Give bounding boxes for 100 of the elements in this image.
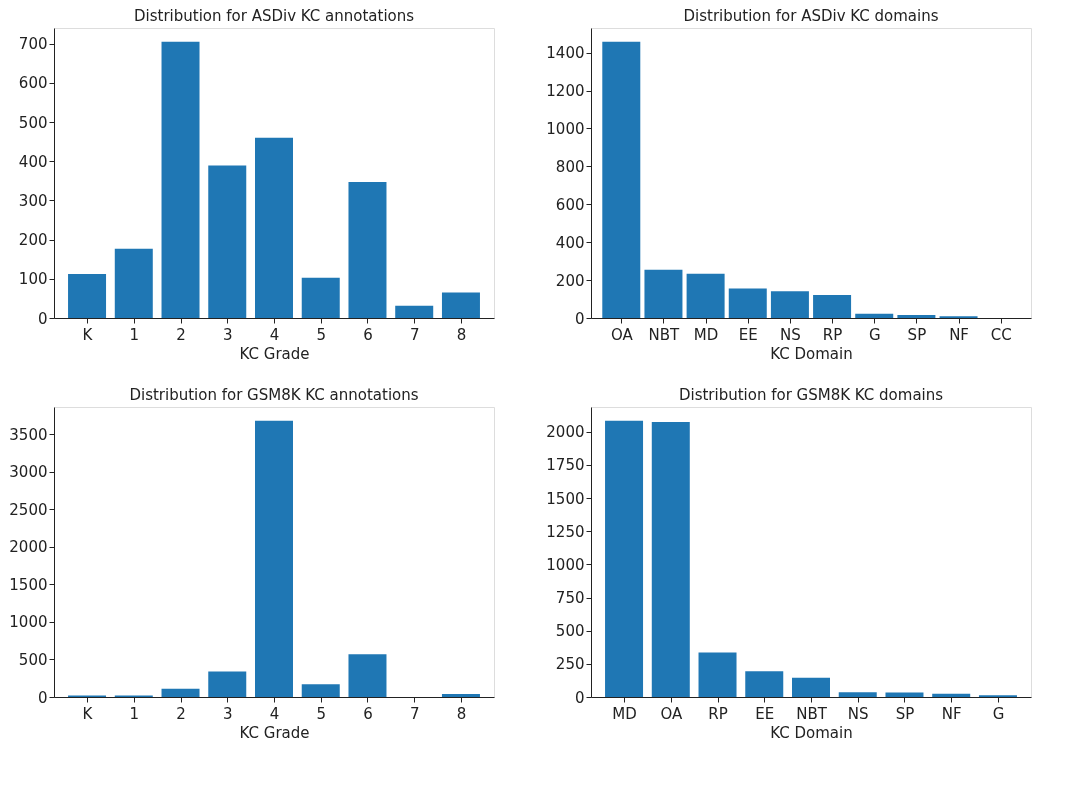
y-tick-label: 1500: [546, 489, 585, 508]
x-tick-label: NS: [847, 704, 869, 723]
y-tick-label: 800: [555, 157, 585, 176]
y-tick-label: 1250: [546, 522, 585, 541]
y-tick-label: 100: [18, 270, 48, 289]
y-tick-label: 1200: [546, 82, 585, 101]
x-tick-label: EE: [738, 325, 758, 344]
x-tick-label: EE: [755, 704, 775, 723]
y-tick-label: 500: [555, 622, 585, 641]
chart-title: Distribution for GSM8K KC domains: [678, 386, 944, 404]
x-tick-label: 1: [129, 704, 140, 723]
x-tick-label: NS: [780, 325, 801, 344]
x-tick-label: NBT: [648, 325, 681, 344]
bar: [932, 693, 971, 697]
bar: [208, 165, 247, 318]
bar: [161, 41, 200, 318]
x-tick-label: G: [868, 325, 881, 344]
bar: [745, 671, 784, 697]
x-tick-label: 7: [409, 704, 420, 723]
bar: [208, 671, 247, 697]
y-tick-label: 600: [555, 195, 585, 214]
x-tick-label: NBT: [796, 704, 828, 723]
x-tick-label: G: [992, 704, 1005, 723]
bar: [770, 291, 809, 318]
bar: [255, 137, 293, 318]
x-tick-label: 4: [269, 704, 280, 723]
bar: [602, 41, 641, 318]
bar: [885, 692, 924, 697]
bar: [838, 692, 877, 697]
x-tick-label: RP: [708, 704, 728, 723]
bar: [161, 688, 200, 697]
chart-title: Distribution for ASDiv KC annotations: [133, 7, 415, 25]
x-tick-label: RP: [822, 325, 843, 344]
x-tick-label: NF: [949, 325, 969, 344]
x-tick-label: OA: [660, 704, 683, 723]
y-tick-label: 3500: [9, 425, 48, 444]
y-tick-label: 500: [18, 650, 48, 669]
x-tick-label: SP: [907, 325, 927, 344]
x-tick-label: 2: [176, 704, 186, 723]
x-tick-label: 4: [269, 325, 280, 344]
bar: [441, 694, 480, 697]
x-axis-title: KC Domain: [770, 723, 853, 742]
x-tick-label: 2: [176, 325, 186, 344]
y-tick-label: 750: [555, 589, 585, 607]
bar: [813, 294, 852, 318]
x-axis-title: KC Grade: [239, 344, 310, 363]
y-tick-label: 0: [574, 688, 585, 707]
y-tick-label: 2500: [9, 500, 48, 519]
bar: [114, 248, 153, 318]
x-tick-label: K: [82, 325, 94, 344]
y-tick-label: 250: [555, 655, 585, 674]
x-tick-label: MD: [612, 704, 637, 723]
y-tick-label: 400: [18, 152, 48, 171]
bar: [395, 305, 434, 318]
bar: [441, 292, 480, 318]
bar: [301, 277, 340, 318]
bar: [698, 652, 737, 697]
y-tick-label: 0: [574, 309, 585, 328]
bar: [897, 314, 936, 318]
y-tick-label: 1000: [9, 613, 48, 632]
bar: [792, 677, 830, 697]
bar: [686, 273, 725, 318]
bar: [301, 684, 340, 697]
x-axis-title: KC Grade: [239, 723, 310, 742]
y-tick-label: 2000: [9, 538, 48, 557]
x-tick-label: 3: [222, 704, 233, 723]
y-tick-label: 1750: [546, 456, 585, 475]
y-tick-label: 1000: [546, 119, 585, 138]
x-tick-label: 7: [409, 325, 420, 344]
x-tick-label: 8: [456, 704, 467, 723]
y-tick-label: 0: [37, 309, 48, 328]
y-tick-label: 600: [18, 74, 48, 93]
bar: [855, 313, 894, 318]
bar: [728, 288, 767, 318]
x-axis-title: KC Domain: [770, 344, 853, 363]
x-tick-label: NF: [941, 704, 962, 723]
x-tick-label: K: [82, 704, 94, 723]
x-tick-label: SP: [895, 704, 915, 723]
bar: [651, 422, 690, 697]
bar: [68, 274, 107, 318]
x-tick-label: 5: [316, 325, 327, 344]
y-tick-label: 0: [37, 688, 48, 707]
x-tick-label: 8: [456, 325, 467, 344]
x-tick-label: 1: [129, 325, 140, 344]
bar: [348, 182, 387, 318]
chart-title: Distribution for ASDiv KC domains: [683, 7, 939, 25]
y-tick-label: 400: [555, 233, 585, 252]
x-tick-label: CC: [990, 325, 1012, 344]
y-tick-label: 2000: [546, 423, 585, 442]
y-tick-label: 300: [18, 191, 48, 210]
x-tick-label: MD: [693, 325, 719, 344]
y-tick-label: 200: [555, 271, 585, 290]
y-tick-label: 3000: [9, 463, 48, 482]
y-tick-label: 700: [18, 35, 48, 54]
x-tick-label: 6: [363, 704, 373, 723]
y-tick-label: 500: [18, 113, 48, 132]
x-tick-label: OA: [610, 325, 634, 344]
chart-title: Distribution for GSM8K KC annotations: [129, 386, 419, 404]
x-tick-label: 5: [316, 704, 327, 723]
x-tick-label: 3: [222, 325, 233, 344]
